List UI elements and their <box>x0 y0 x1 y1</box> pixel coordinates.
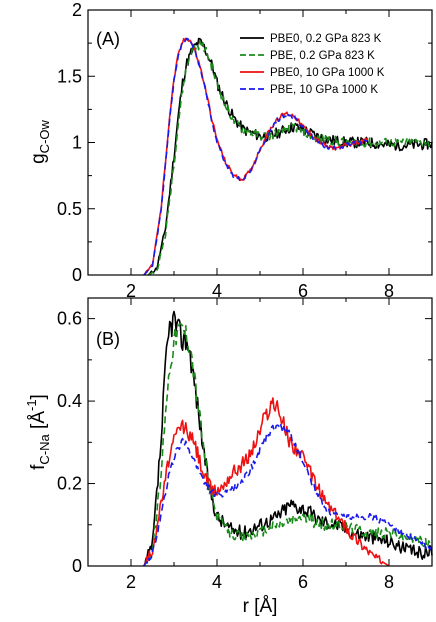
y-tick-label: 0.6 <box>57 309 82 329</box>
panel-b-ylabel-sup: -1 <box>24 399 39 411</box>
legend-entry-label: PBE0, 10 GPa 1000 K <box>270 67 385 79</box>
legend: PBE0, 0.2 GPa 823 K PBE, 0.2 GPa 823 K PBE… <box>240 33 385 96</box>
series-line-3 <box>143 397 390 567</box>
series-line-1 <box>143 310 433 567</box>
panel-b-ylabel-end: ] <box>28 394 49 399</box>
series-line-4 <box>143 422 433 567</box>
x-axis-label: r [Å] <box>243 596 278 617</box>
legend-entry-label: PBE, 0.2 GPa 823 K <box>270 50 375 62</box>
panel-b-series <box>143 310 433 567</box>
panel-a-ylabel-sub: C-Ow <box>37 119 52 153</box>
series-line-4 <box>143 37 368 276</box>
series-line-1 <box>147 37 433 276</box>
y-tick-label: 1 <box>72 133 82 153</box>
panel-b-ylabel-main: f <box>28 464 49 470</box>
panel-a-label: (A) <box>96 29 120 49</box>
x-tick-label: 6 <box>298 281 308 301</box>
y-tick-label: 0 <box>72 265 82 285</box>
y-tick-label: 2 <box>72 0 82 20</box>
panel-b-frame <box>87 297 433 567</box>
y-tick-label: 0.5 <box>57 199 82 219</box>
x-tick-label: 4 <box>212 281 222 301</box>
panel-a-ylabel: gC-Ow <box>28 119 52 163</box>
y-tick-label: 1.5 <box>57 66 82 86</box>
panel-b-ticks: 2 4 6 8 0 0.2 0.4 0.6 <box>57 298 433 592</box>
y-tick-label: 0.4 <box>57 391 82 411</box>
y-tick-label: 0 <box>72 556 82 576</box>
y-tick-label: 0.2 <box>57 474 82 494</box>
panel-b-ylabel-sub: C-Na <box>37 433 52 464</box>
panel-a-frame <box>87 9 433 276</box>
panel-a: 2 4 6 800.511.52 (A) PBE0, 0.2 GPa 823 KPBE… <box>28 0 433 301</box>
x-tick-label: 6 <box>298 572 308 592</box>
panel-b-ylabel-rest: [Å <box>28 411 49 435</box>
x-tick-label: 8 <box>384 281 394 301</box>
panel-b: 2 4 6 8 0 0.2 0.4 0.6 (B) fC-Na [Å-1] r [Å] <box>24 297 433 617</box>
legend-entry-label: PBE0, 0.2 GPa 823 K <box>270 33 382 45</box>
x-tick-label: 2 <box>126 281 136 301</box>
panel-a-ticks: 2 4 6 8 0 0.5 1 1.5 2 <box>57 0 433 301</box>
panel-b-ylabel: fC-Na [Å-1] <box>24 394 52 470</box>
x-tick-label: 2 <box>126 572 136 592</box>
series-line-2 <box>143 322 433 567</box>
legend-entry-label: PBE, 10 GPa 1000 K <box>270 84 378 96</box>
panel-b-label: (B) <box>96 329 120 349</box>
x-tick-label: 4 <box>212 572 222 592</box>
x-tick-label: 8 <box>384 572 394 592</box>
panel-a-series <box>143 37 433 276</box>
panel-a-ylabel-main: g <box>28 153 49 164</box>
